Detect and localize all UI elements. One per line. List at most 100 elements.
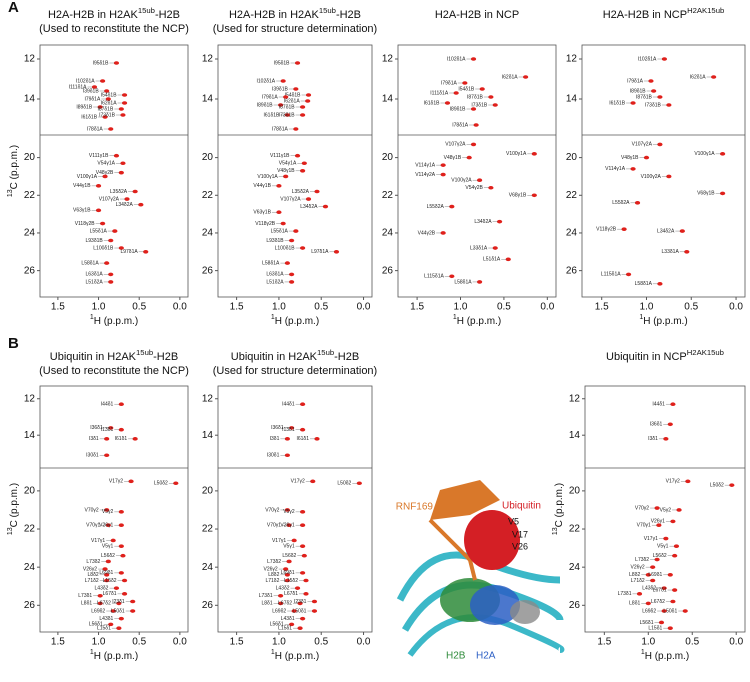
- peak-label: V100γ1A: [257, 174, 278, 180]
- peak: [488, 95, 494, 99]
- peak: [311, 599, 318, 604]
- peak: [110, 609, 116, 613]
- peak-label: L33δ1A: [470, 245, 488, 251]
- spectrum-title: Ubiquitin in NCPH2AK15ub: [606, 348, 724, 363]
- text-run: Ubiquitin in H2AK: [50, 351, 137, 363]
- peak-label: V68γ1B: [697, 191, 715, 197]
- text-run: C (p.p.m.): [554, 483, 565, 527]
- peak: [132, 437, 138, 441]
- peak-label: L73δ2: [86, 559, 100, 565]
- peak: [682, 609, 688, 613]
- spectrum-title: H2A-H2B in NCPH2AK15ub: [603, 6, 725, 21]
- peak-label: L8δ2: [629, 572, 640, 578]
- peak-label: I44δ1: [652, 402, 665, 408]
- y-tick-label: 14: [202, 430, 214, 441]
- peak: [300, 113, 306, 117]
- superscript: 13: [7, 527, 14, 535]
- peak-label: I111δ1A: [69, 84, 88, 90]
- x-tick-label: 0.0: [540, 302, 554, 313]
- text-run: H (p.p.m.): [645, 651, 689, 662]
- peak: [658, 620, 665, 625]
- peak-label: L73δ2: [267, 559, 281, 565]
- peak-label: L15δ2: [103, 578, 117, 584]
- peak: [284, 578, 290, 583]
- peak-label: L51δ2A: [85, 279, 103, 285]
- panel-label: A: [8, 0, 19, 16]
- peak-label: L67δ2: [278, 601, 292, 607]
- peak-label: V5γ2: [283, 509, 295, 515]
- peak: [492, 103, 498, 107]
- peak-label: I61δ1B: [81, 114, 98, 120]
- peak-label: L51δ1A: [483, 257, 501, 263]
- peak-label: I61δ1: [296, 436, 309, 442]
- peak-label: L34δ2A: [116, 202, 134, 208]
- peak: [143, 249, 149, 254]
- y-tick-label: 12: [24, 54, 36, 65]
- peak: [278, 593, 284, 598]
- superscript: 13: [7, 189, 14, 197]
- peak-label: L56δ1: [270, 622, 284, 628]
- peak: [651, 89, 657, 93]
- y-tick-label: 22: [202, 190, 214, 201]
- peak-label: L34δ2A: [657, 228, 675, 234]
- peak-label: L73δ2: [635, 557, 649, 563]
- peak-label: V114γ1A: [605, 166, 626, 172]
- peak: [110, 538, 116, 543]
- x-tick-label: 0.0: [357, 302, 371, 313]
- text-run: (Used to reconstitute the NCP): [39, 365, 189, 377]
- peak: [95, 208, 102, 213]
- y-tick-label: 12: [566, 54, 578, 65]
- peak: [634, 201, 641, 205]
- y-tick-label: 20: [202, 486, 214, 497]
- peak: [684, 249, 690, 254]
- peak-label: L93δ1B: [85, 238, 103, 244]
- spectrum-title: (Used to reconstitute the NCP): [39, 365, 189, 377]
- peak-label: L43δ1: [99, 616, 113, 622]
- peak-label: L8δ1: [629, 601, 640, 607]
- peak-label: L8δ2: [88, 572, 99, 578]
- peak: [284, 437, 290, 441]
- peak-label: V107γ2A: [280, 196, 301, 202]
- peak-label: I39δ1B: [83, 88, 100, 94]
- text-run: -H2B: [155, 9, 180, 21]
- peak: [440, 163, 446, 167]
- peak: [118, 510, 124, 514]
- y-tick-label: 12: [24, 393, 36, 404]
- peak-label: L15δ2: [284, 578, 298, 584]
- peak: [113, 61, 120, 65]
- peak-label: L50δ1: [293, 608, 307, 614]
- peak-label: I23δ1: [294, 599, 307, 605]
- peak: [305, 197, 312, 201]
- histone: [510, 600, 540, 624]
- spectrum-title: H2A-H2B in H2AK15ub-H2B: [48, 6, 180, 21]
- peak: [729, 483, 735, 487]
- peak: [667, 422, 673, 427]
- peak: [661, 57, 667, 61]
- peak: [449, 204, 455, 209]
- peak-label: I87δ1B: [636, 94, 653, 100]
- peak-label: L115δ1A: [601, 272, 621, 278]
- peak-label: V5γ2: [660, 507, 672, 513]
- peak-label: V70γ2: [84, 507, 98, 513]
- x-tick-label: 1.5: [595, 302, 609, 313]
- peak-label: V68γ1B: [509, 193, 527, 199]
- peak-label: V17γ1: [644, 536, 658, 542]
- peak-label: L71δ2: [265, 578, 279, 584]
- peak: [505, 257, 511, 262]
- peak: [654, 506, 660, 510]
- peak: [286, 559, 292, 564]
- peak: [130, 609, 136, 613]
- peak-label: I36δ1: [271, 425, 284, 431]
- peak-label: L15δ1: [278, 626, 292, 632]
- spectrum-title: (Used to reconstitute the NCP): [39, 23, 189, 35]
- peak: [654, 557, 660, 562]
- peak-label: I73δ1B: [471, 102, 488, 108]
- peak: [470, 107, 477, 111]
- superscript: 15ub: [319, 6, 336, 15]
- peak: [297, 601, 303, 606]
- peak: [643, 155, 650, 160]
- peak-label: V26γ2: [631, 564, 645, 570]
- peak-label: I73δ1B: [99, 112, 116, 118]
- peak: [283, 567, 289, 571]
